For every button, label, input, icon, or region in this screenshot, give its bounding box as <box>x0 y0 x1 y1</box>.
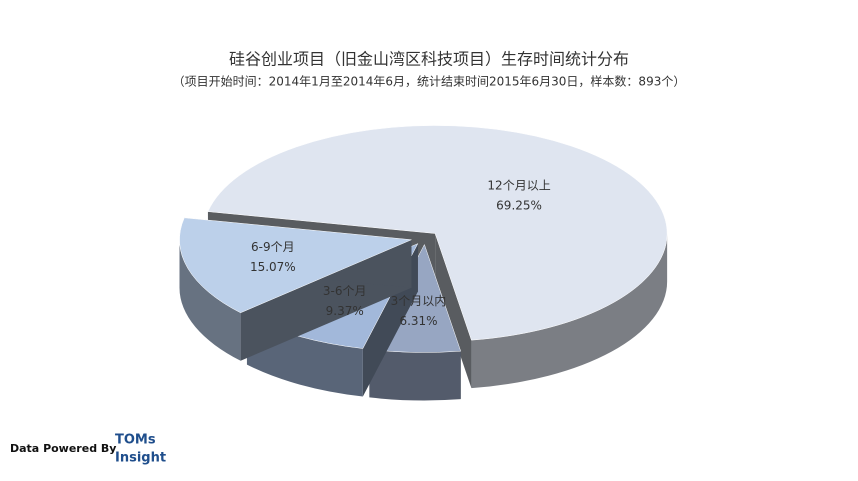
slice-wall <box>435 233 472 389</box>
slice-side <box>179 239 241 361</box>
slice-label: 12个月以上 <box>487 179 550 193</box>
brand: TOMs <box>115 433 156 448</box>
chart-title: 硅谷创业项目（旧金山湾区科技项目）生存时间统计分布 <box>229 50 629 69</box>
brand: Insight <box>115 451 166 466</box>
slice-label: 6-9个月 <box>251 240 295 254</box>
source-label: Data Powered By <box>10 442 116 455</box>
pie-slice <box>207 125 668 341</box>
value-label: 69.25% <box>496 199 542 213</box>
value-label: 15.07% <box>250 260 296 274</box>
chart-subtitle: （项目开始时间：2014年1月至2014年6月，统计结束时间2015年6月30日… <box>173 74 686 89</box>
value-label: 6.31% <box>399 314 437 328</box>
slice-label: 3个月以内 <box>391 294 447 308</box>
value-label: 9.37% <box>326 304 364 318</box>
pie-slice <box>179 217 412 314</box>
slice-side <box>369 349 461 401</box>
slice-side <box>471 233 668 389</box>
pie: 12个月以上 69.25% 3个月以内 6.31% 3-6个月 9.37% 6-9个月 15.… <box>179 125 668 401</box>
slice-label: 3-6个月 <box>323 284 367 298</box>
